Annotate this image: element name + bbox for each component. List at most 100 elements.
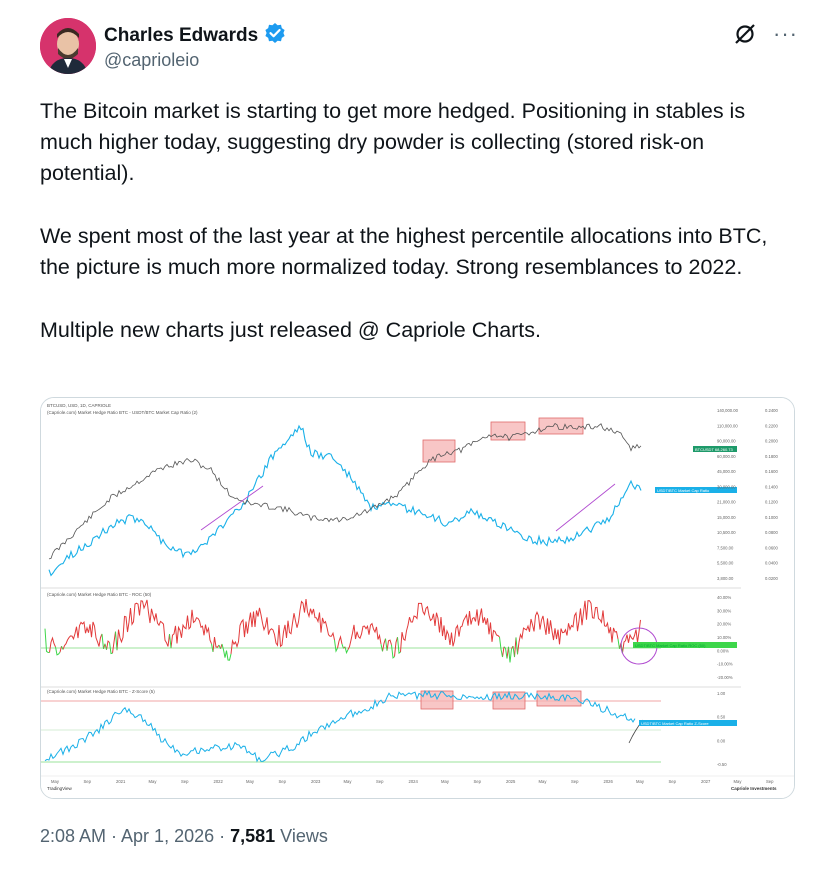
highlight-box [490, 421, 526, 441]
axis-tick-label: 0.0400 [765, 561, 778, 566]
axis-tick-label: 10.00% [717, 635, 731, 640]
x-tick-label: May [441, 779, 450, 784]
author-name-row[interactable]: Charles Edwards [104, 22, 286, 49]
trend-line [555, 483, 616, 532]
axis-tick-label: 0.50 [717, 715, 726, 720]
axis-tick-label: 0.2400 [765, 408, 778, 413]
x-tick-label: May [149, 779, 158, 784]
axis-tick-label: 0.2200 [765, 423, 778, 428]
x-tick-label: May [636, 779, 645, 784]
x-tick-label: 2026 [604, 779, 614, 784]
axis-tick-label: 30,000.00 [717, 484, 736, 489]
axis-tick-label: -20.00% [717, 675, 733, 680]
x-tick-label: Sep [766, 779, 774, 784]
x-tick-label: 2023 [311, 779, 321, 784]
more-icon[interactable]: ··· [773, 21, 798, 46]
axis-tick-label: 0.1400 [765, 484, 778, 489]
axis-tick-label: 0.1800 [765, 454, 778, 459]
btc-price-label-bg [693, 446, 737, 452]
axis-tick-label: 3,800.00 [717, 576, 734, 581]
x-tick-label: May [734, 779, 743, 784]
tweet-paragraph-2: We spent most of the last year at the hi… [40, 224, 768, 279]
grok-icon[interactable] [733, 22, 757, 46]
capriole-logo-text: Capriole Investments [731, 786, 777, 791]
x-tick-label: 2022 [214, 779, 224, 784]
author-handle[interactable]: @caprioleio [104, 50, 200, 70]
axis-tick-label: 10,500.00 [717, 530, 736, 535]
z-label-bg [639, 720, 737, 726]
axis-tick-label: 90,000.00 [717, 439, 736, 444]
x-tick-label: Sep [474, 779, 482, 784]
axis-tick-label: 5,500.00 [717, 561, 734, 566]
author-name[interactable]: Charles Edwards [104, 24, 259, 46]
tweet-meta: 2:08 AM · Apr 1, 2026 · 7,581 Views [40, 826, 328, 847]
tweet-text: The Bitcoin market is starting to get mo… [40, 96, 800, 378]
chart-top-header: BTCUSD, USD, 1D, CAPRIOLE [47, 403, 111, 408]
highlight-box [422, 439, 456, 463]
x-tick-label: Sep [669, 779, 677, 784]
axis-tick-label: 0.1200 [765, 500, 778, 505]
x-tick-label: May [344, 779, 353, 784]
trend-line [200, 485, 264, 531]
x-tick-label: 2024 [409, 779, 419, 784]
x-tick-label: 2021 [116, 779, 126, 784]
tweet-paragraph-1: The Bitcoin market is starting to get mo… [40, 99, 746, 185]
chart-bot-legend: (Capriole.com) Market Hedge Ratio BTC - … [47, 689, 155, 694]
header-actions: ··· [733, 22, 798, 46]
highlight-box [538, 417, 584, 435]
axis-tick-label: 0.1000 [765, 515, 778, 520]
views-label: Views [275, 826, 328, 846]
axis-tick-label: 60,000.00 [717, 454, 736, 459]
x-tick-label: Sep [181, 779, 189, 784]
chart-top-legend: (Capriole.com) Market Hedge Ratio BTC - … [47, 410, 198, 415]
verified-badge-icon [264, 22, 286, 49]
axis-tick-label: 0.0200 [765, 576, 778, 581]
axis-tick-label: -10.00% [717, 662, 733, 667]
axis-tick-label: 7,500.00 [717, 546, 734, 551]
price-series-line [48, 422, 642, 560]
zscore-series-line [44, 689, 636, 763]
axis-tick-label: 15,000.00 [717, 515, 736, 520]
x-tick-label: Sep [376, 779, 384, 784]
x-tick-label: Sep [279, 779, 287, 784]
highlight-box [536, 690, 582, 707]
axis-tick-label: 140,000.00 [717, 408, 739, 413]
axis-tick-label: -0.50 [717, 762, 727, 767]
view-count: 7,581 [230, 826, 276, 846]
x-tick-label: Sep [84, 779, 92, 784]
btc-price-label: BTCUSDT 68,260.73 [695, 447, 733, 452]
axis-tick-label: 21,000.00 [717, 500, 736, 505]
x-tick-label: 2025 [506, 779, 516, 784]
tweet-paragraph-3: Multiple new charts just released @ Capr… [40, 318, 542, 342]
axis-tick-label: 40.00% [717, 595, 731, 600]
axis-tick-label: 0.0600 [765, 546, 778, 551]
x-tick-label: May [539, 779, 548, 784]
axis-tick-label: 1.00 [717, 691, 726, 696]
x-tick-label: May [246, 779, 255, 784]
roc-series-line-red [49, 599, 641, 659]
axis-tick-label: 30.00% [717, 608, 731, 613]
tweet-timestamp[interactable]: 2:08 AM · Apr 1, 2026 · [40, 826, 231, 846]
avatar[interactable] [40, 18, 96, 74]
tradingview-logo-text: TradingView [47, 786, 73, 791]
ratio-label: USDT/BTC Market Cap Ratio [657, 488, 710, 493]
x-tick-label: May [51, 779, 60, 784]
axis-tick-label: 0.00% [717, 648, 729, 653]
axis-tick-label: 45,000.00 [717, 469, 736, 474]
axis-tick-label: 0.1600 [765, 469, 778, 474]
chart-mid-legend: (Capriole.com) Market Hedge Ratio BTC - … [47, 592, 152, 597]
highlight-box [492, 691, 526, 710]
axis-tick-label: 20.00% [717, 622, 731, 627]
roc-label-bg [633, 642, 737, 648]
tweet-media-chart[interactable]: BTCUSD, USD, 1D, CAPRIOLE (Capriole.com)… [40, 397, 795, 799]
ratio-label-bg [655, 487, 737, 493]
x-tick-label: 2027 [701, 779, 711, 784]
roc-label: USDT/BTC Market Cap Ratio ROC (50) [635, 643, 706, 648]
axis-tick-label: 0.2000 [765, 439, 778, 444]
x-tick-label: Sep [571, 779, 579, 784]
axis-tick-label: 0.0800 [765, 530, 778, 535]
axis-tick-label: 110,000.00 [717, 423, 738, 428]
axis-tick-label: 0.00 [717, 738, 726, 743]
ratio-series-line [48, 424, 642, 577]
